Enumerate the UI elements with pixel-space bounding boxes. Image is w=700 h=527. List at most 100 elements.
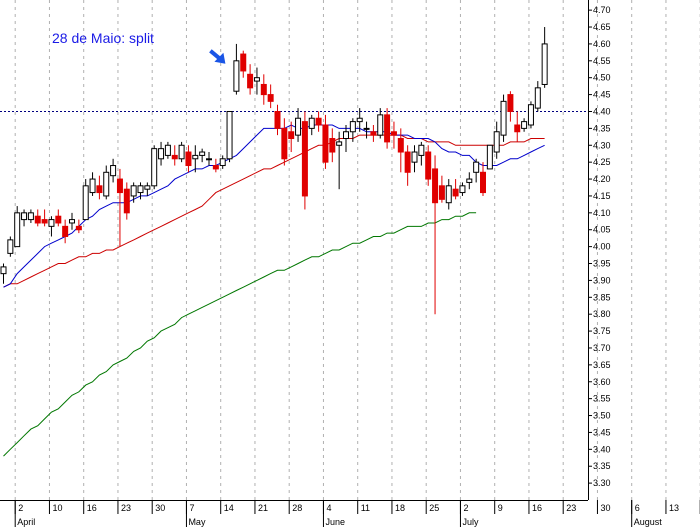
candle xyxy=(110,158,117,183)
candle-body xyxy=(486,144,493,170)
candle xyxy=(349,118,356,142)
candle-body xyxy=(226,110,233,160)
y-tick-label: 3.30 xyxy=(593,478,611,488)
candle xyxy=(247,64,254,95)
y-tick-label: 4.05 xyxy=(593,225,611,235)
candle-body xyxy=(356,117,363,123)
y-tick-label: 4.25 xyxy=(593,157,611,167)
candle-body xyxy=(418,144,425,156)
candle-body xyxy=(62,225,69,237)
candle xyxy=(171,145,178,166)
candle-body xyxy=(0,266,7,275)
candle-body xyxy=(178,144,185,160)
candle-body xyxy=(432,168,439,204)
candle xyxy=(507,91,514,122)
split-arrow-head xyxy=(214,52,226,64)
candle-body xyxy=(41,219,48,224)
candle-body xyxy=(240,53,247,72)
candle-body xyxy=(390,131,397,136)
candle xyxy=(404,145,411,186)
candle xyxy=(212,158,219,173)
candle xyxy=(370,125,377,142)
candle-body xyxy=(459,185,466,194)
candle-body xyxy=(336,141,343,146)
candle xyxy=(452,179,459,200)
candle-body xyxy=(144,185,151,190)
candle xyxy=(390,121,397,149)
y-tick-label: 4.50 xyxy=(593,73,611,83)
month-label: May xyxy=(188,517,206,527)
y-tick-label: 4.15 xyxy=(593,191,611,201)
candle-body xyxy=(452,188,459,197)
candle-body xyxy=(151,148,158,187)
candle-body xyxy=(329,138,336,153)
candle xyxy=(432,155,439,315)
x-tick-label: 11 xyxy=(361,503,370,513)
candle-body xyxy=(425,151,432,180)
y-tick-label: 4.55 xyxy=(593,56,611,66)
y-tick-label: 3.95 xyxy=(593,259,611,269)
x-tick-label: 9 xyxy=(498,503,503,513)
candle-body xyxy=(110,165,117,177)
candle xyxy=(260,74,267,105)
candle xyxy=(82,179,89,221)
candle-body xyxy=(445,185,452,204)
candle-body xyxy=(507,94,514,112)
month-label: August xyxy=(634,517,663,527)
candle xyxy=(41,209,48,227)
candle-body xyxy=(377,114,384,136)
candle-body xyxy=(192,154,199,160)
candle xyxy=(240,50,247,78)
x-tick-label: 21 xyxy=(258,503,268,513)
candle-body xyxy=(233,60,240,92)
x-tick-label: 7 xyxy=(189,503,194,513)
candle-body xyxy=(82,185,89,221)
split-annotation: 28 de Maio: split xyxy=(52,30,154,46)
candle-body xyxy=(343,131,349,140)
candle xyxy=(281,118,288,166)
candle xyxy=(116,168,123,247)
candle xyxy=(534,81,541,112)
candle-body xyxy=(267,94,274,102)
y-tick-label: 4.45 xyxy=(593,90,611,100)
x-tick-label: 23 xyxy=(566,503,576,513)
y-tick-label: 4.30 xyxy=(593,140,611,150)
candles xyxy=(0,27,548,315)
candle xyxy=(445,179,452,210)
candle-body xyxy=(534,87,541,109)
candle-body xyxy=(164,144,171,156)
candle xyxy=(514,111,521,142)
candle xyxy=(158,141,165,166)
candle xyxy=(425,145,432,186)
x-tick-label: 18 xyxy=(395,503,405,513)
candle xyxy=(486,144,493,170)
candle-body xyxy=(295,117,302,136)
candle xyxy=(473,158,480,183)
candle-body xyxy=(500,100,507,136)
candle-body xyxy=(274,110,281,129)
candle-body xyxy=(466,178,473,183)
month-label: June xyxy=(325,517,345,527)
y-tick-label: 4.65 xyxy=(593,22,611,32)
moving-averages xyxy=(3,124,545,457)
candle-body xyxy=(199,151,206,156)
y-tick-label: 3.55 xyxy=(593,394,611,404)
candle xyxy=(27,209,34,223)
ma-long-line xyxy=(3,212,477,457)
candle-body xyxy=(521,121,528,129)
candle-body xyxy=(48,219,55,227)
candle-body xyxy=(14,212,21,248)
candle xyxy=(48,216,55,237)
y-tick-label: 4.10 xyxy=(593,208,611,218)
candle xyxy=(438,175,445,203)
candle-body xyxy=(384,114,391,143)
x-tick-label: 25 xyxy=(429,503,439,513)
candle xyxy=(103,165,110,200)
candle xyxy=(418,141,425,166)
candle-body xyxy=(281,127,288,160)
candle xyxy=(384,108,391,149)
candle-body xyxy=(75,225,82,231)
y-tick-label: 3.35 xyxy=(593,461,611,471)
y-tick-label: 4.35 xyxy=(593,123,611,133)
